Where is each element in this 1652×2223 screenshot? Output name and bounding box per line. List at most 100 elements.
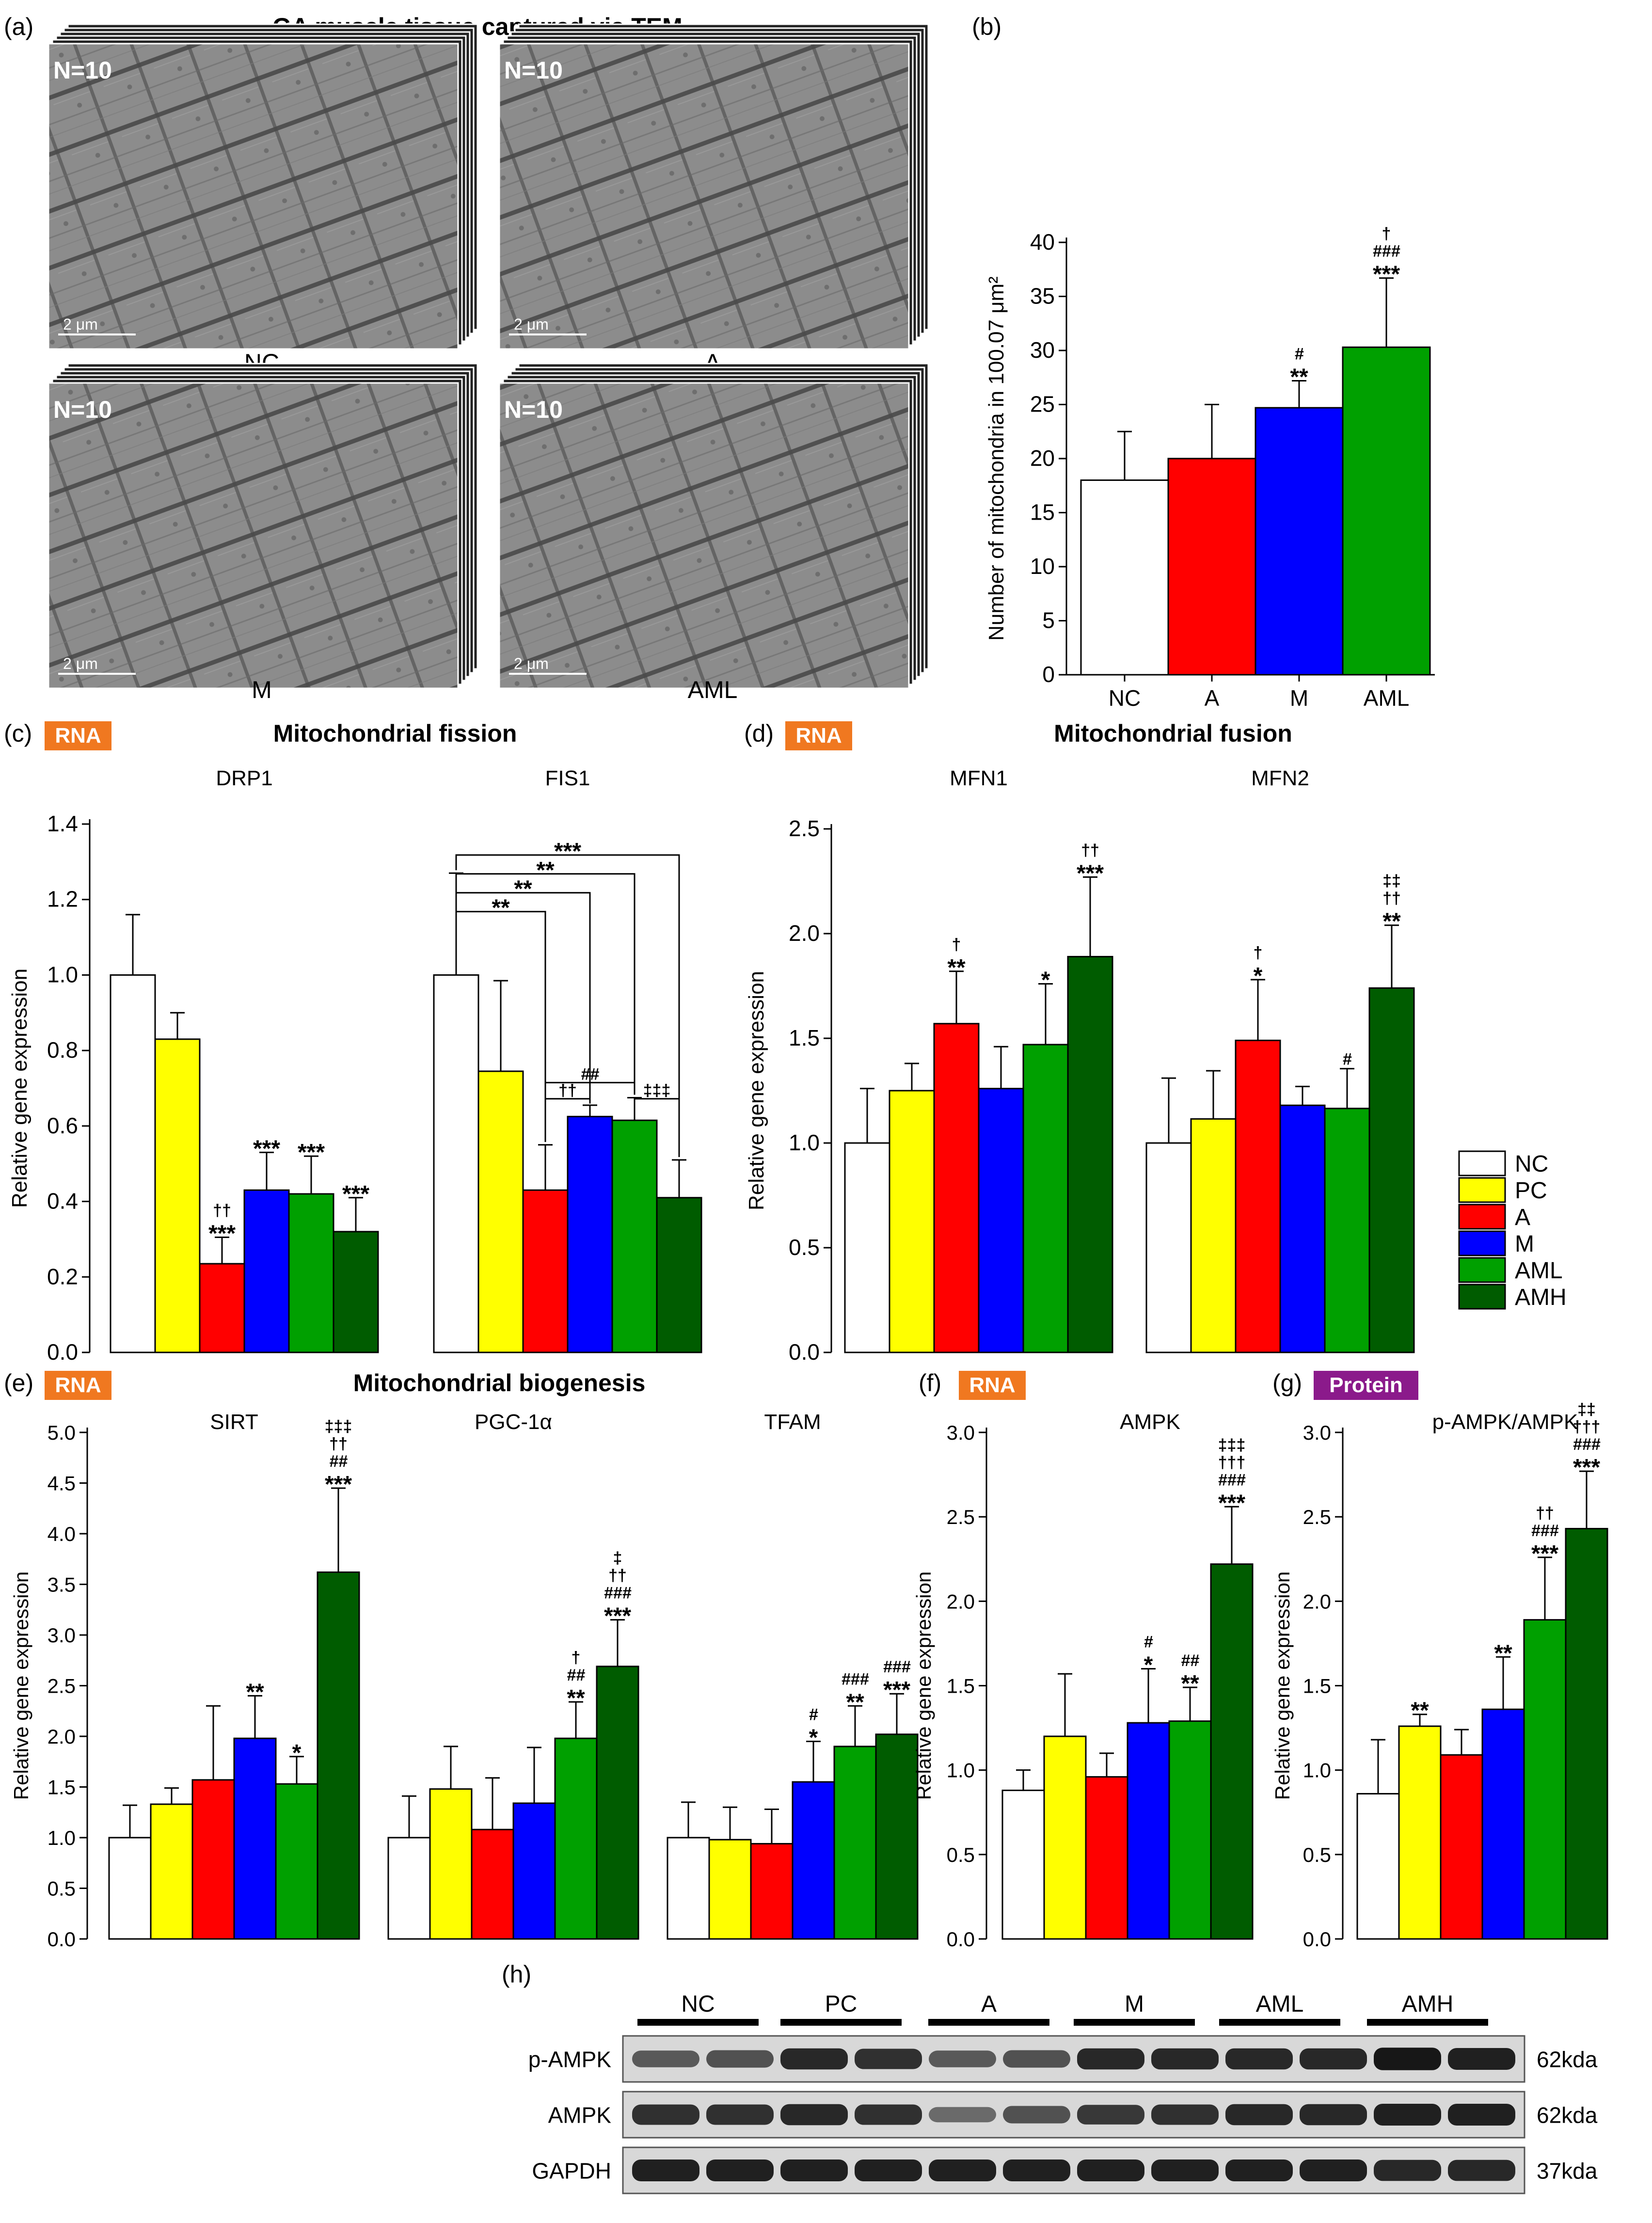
y-tick-label: 25 — [1030, 392, 1055, 417]
bar-tfam-a — [750, 1843, 794, 1940]
blot-band — [929, 2050, 996, 2067]
significance-mark: *** — [1077, 860, 1104, 886]
blot-size-label: 37kda — [1537, 2159, 1598, 2184]
panel-a-label: (a) — [4, 13, 33, 40]
tem-image-m: N=10 2 μm M — [48, 363, 478, 703]
y-tick-label: 3.0 — [1303, 1421, 1331, 1444]
y-tick-label: 5 — [1042, 608, 1055, 633]
y-tick-label: 0.5 — [947, 1843, 975, 1866]
y-tick-label: 30 — [1030, 337, 1055, 363]
y-tick-label: 1.5 — [1303, 1675, 1331, 1698]
blot-group-label: NC — [681, 1991, 715, 2017]
significance-mark: †† — [1536, 1504, 1554, 1523]
y-axis-label: Relative gene expression — [912, 1572, 935, 1800]
y-tick-label: 1.5 — [48, 1776, 76, 1799]
blot-band — [706, 2050, 774, 2068]
blot-band — [855, 2048, 922, 2069]
sample-size-label: N=10 — [504, 57, 563, 84]
significance-mark: *** — [1218, 1490, 1245, 1516]
y-tick-label: 0 — [1042, 662, 1055, 687]
y-tick-label: 1.5 — [789, 1025, 820, 1050]
significance-mark: † — [572, 1649, 581, 1667]
blot-group-label: AMH — [1402, 1991, 1454, 2017]
blot-band — [1374, 2159, 1441, 2181]
significance-mark: *** — [883, 1677, 910, 1703]
significance-bracket — [634, 1098, 680, 1157]
blot-band — [632, 2104, 699, 2125]
panel-d-label: (d) — [744, 720, 774, 747]
bar-g-m — [1481, 1708, 1525, 1940]
legend-label-a: A — [1515, 1205, 1530, 1230]
significance-mark: # — [1343, 1050, 1352, 1069]
x-tick-label: M — [1290, 685, 1308, 711]
bar-mfn2-aml — [1324, 1108, 1370, 1353]
rna-badge-c-text: RNA — [55, 724, 101, 747]
chart-d: 0.0 0.5 1.0 1.5 2.0 2.5 Relative gene expressi… — [745, 766, 1415, 1365]
blot-band — [1300, 2048, 1367, 2070]
bar-tfam-amh — [875, 1733, 919, 1940]
legend-swatch-amh — [1458, 1284, 1506, 1310]
significance-mark: †† — [1081, 841, 1099, 859]
scale-bar-label: 2 μm — [514, 316, 549, 333]
rna-badge-e — [45, 1371, 111, 1400]
y-tick-label: 1.0 — [1303, 1759, 1331, 1782]
bar-fis1-nc — [433, 974, 479, 1353]
bar-mfn2-nc — [1145, 1142, 1192, 1353]
bar-fis1-pc — [477, 1070, 524, 1353]
blot-protein-label: p-AMPK — [528, 2047, 612, 2072]
bar-drp1-a — [199, 1263, 245, 1353]
y-tick-label: 0.2 — [47, 1264, 78, 1289]
scale-bar-label: 2 μm — [63, 655, 98, 672]
panel-f-label: (f) — [919, 1369, 941, 1397]
bar-sirt-m — [233, 1737, 277, 1940]
blot-size-label: 62kda — [1537, 2047, 1598, 2072]
significance-mark: *** — [298, 1140, 325, 1165]
y-tick-label: 0.0 — [47, 1339, 78, 1365]
panel-b-label: (b) — [972, 13, 1001, 40]
bar-fis1-a — [522, 1189, 569, 1353]
tem-image-aml: N=10 2 μm AML — [498, 363, 929, 703]
significance-mark: # — [1144, 1633, 1153, 1651]
significance-mark: *** — [208, 1221, 236, 1247]
significance-mark: †† — [608, 1567, 627, 1585]
bar-drp1-m — [243, 1189, 290, 1353]
bar-mfn2-pc — [1190, 1118, 1237, 1353]
bracket-label: ** — [492, 895, 510, 921]
sample-size-label: N=10 — [504, 396, 563, 423]
blot-band — [1225, 2104, 1293, 2126]
y-tick-label: 2.5 — [1303, 1506, 1331, 1528]
chart-e: 0.0 0.5 1.0 1.5 2.0 2.5 3.0 3.5 4.0 4.5 5.0 Relativ… — [10, 1410, 919, 1951]
sample-size-label: N=10 — [53, 396, 112, 423]
blot-band — [1300, 2159, 1367, 2181]
blot-band — [1225, 2159, 1293, 2181]
y-tick-label: 0.8 — [47, 1037, 78, 1063]
significance-mark: # — [809, 1705, 818, 1724]
significance-mark: ** — [246, 1679, 264, 1705]
y-tick-label: 0.0 — [789, 1339, 820, 1365]
bar-fis1-aml — [611, 1119, 658, 1353]
tem-micrograph — [48, 43, 459, 350]
blot-group-bar — [928, 2019, 1049, 2026]
bar-mfn2-amh — [1368, 987, 1415, 1353]
sample-size-label: N=10 — [53, 57, 112, 84]
y-tick-label: 3.0 — [48, 1624, 76, 1647]
significance-mark: * — [1254, 963, 1263, 989]
blot-band — [1151, 2104, 1219, 2125]
significance-mark: ## — [567, 1666, 585, 1684]
significance-mark: *** — [253, 1136, 280, 1161]
bar-fis1-m — [567, 1115, 613, 1353]
legend-label-aml: AML — [1515, 1258, 1563, 1284]
bar-f-aml — [1168, 1720, 1212, 1940]
bar-pgc-1--a — [471, 1828, 514, 1940]
bar-g-nc — [1356, 1793, 1400, 1940]
blot-group-label: AML — [1256, 1991, 1304, 2017]
significance-bracket — [455, 892, 591, 1103]
y-tick-label: 4.5 — [48, 1472, 76, 1495]
x-tick-label: A — [1205, 685, 1220, 711]
blot-band — [1151, 2159, 1219, 2181]
panel-h-label: (h) — [502, 1961, 531, 1988]
bar-sirt-amh — [317, 1571, 360, 1940]
bracket-label: *** — [554, 839, 581, 864]
y-tick-label: 1.0 — [47, 962, 78, 987]
significance-mark: ### — [1531, 1522, 1559, 1540]
